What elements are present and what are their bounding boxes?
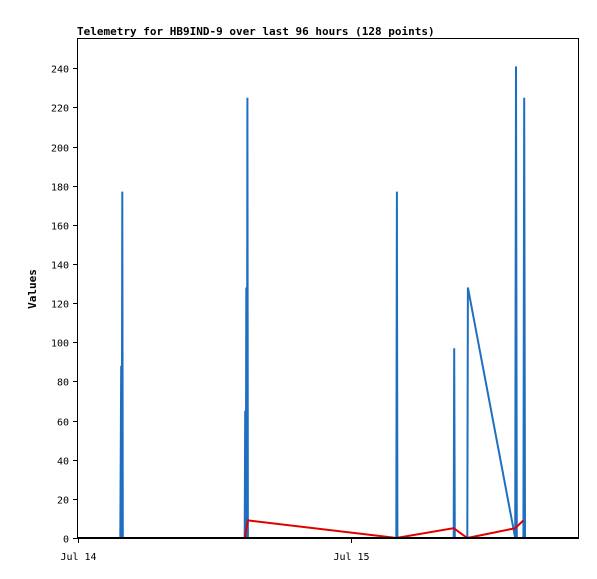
y-tick-label: 40: [57, 457, 69, 468]
x-tick-label: Jul 14: [60, 552, 96, 563]
y-tick-label: 200: [51, 144, 69, 155]
series-line-1: [120, 519, 525, 540]
y-tick-label: 0: [63, 535, 69, 546]
y-tick-label: 220: [51, 104, 69, 115]
y-axis-ticks: 0 20 40 60 80 100 120 140 160 180 200 220 240: [51, 65, 78, 546]
y-tick-label: 20: [57, 496, 69, 507]
chart-title: Telemetry for HB9IND-9 over last 96 hour…: [77, 25, 435, 38]
y-tick-label: 60: [57, 418, 69, 429]
x-tick-label: Jul 15: [333, 552, 369, 563]
y-axis-label: Values: [26, 269, 39, 309]
y-tick-label: 100: [51, 339, 69, 350]
y-tick-label: 180: [51, 183, 69, 194]
y-tick-label: 160: [51, 222, 69, 233]
y-tick-label: 120: [51, 300, 69, 311]
series-layer: [78, 66, 578, 540]
y-tick-label: 80: [57, 378, 69, 389]
y-tick-label: 240: [51, 65, 69, 76]
y-tick-label: 140: [51, 261, 69, 272]
